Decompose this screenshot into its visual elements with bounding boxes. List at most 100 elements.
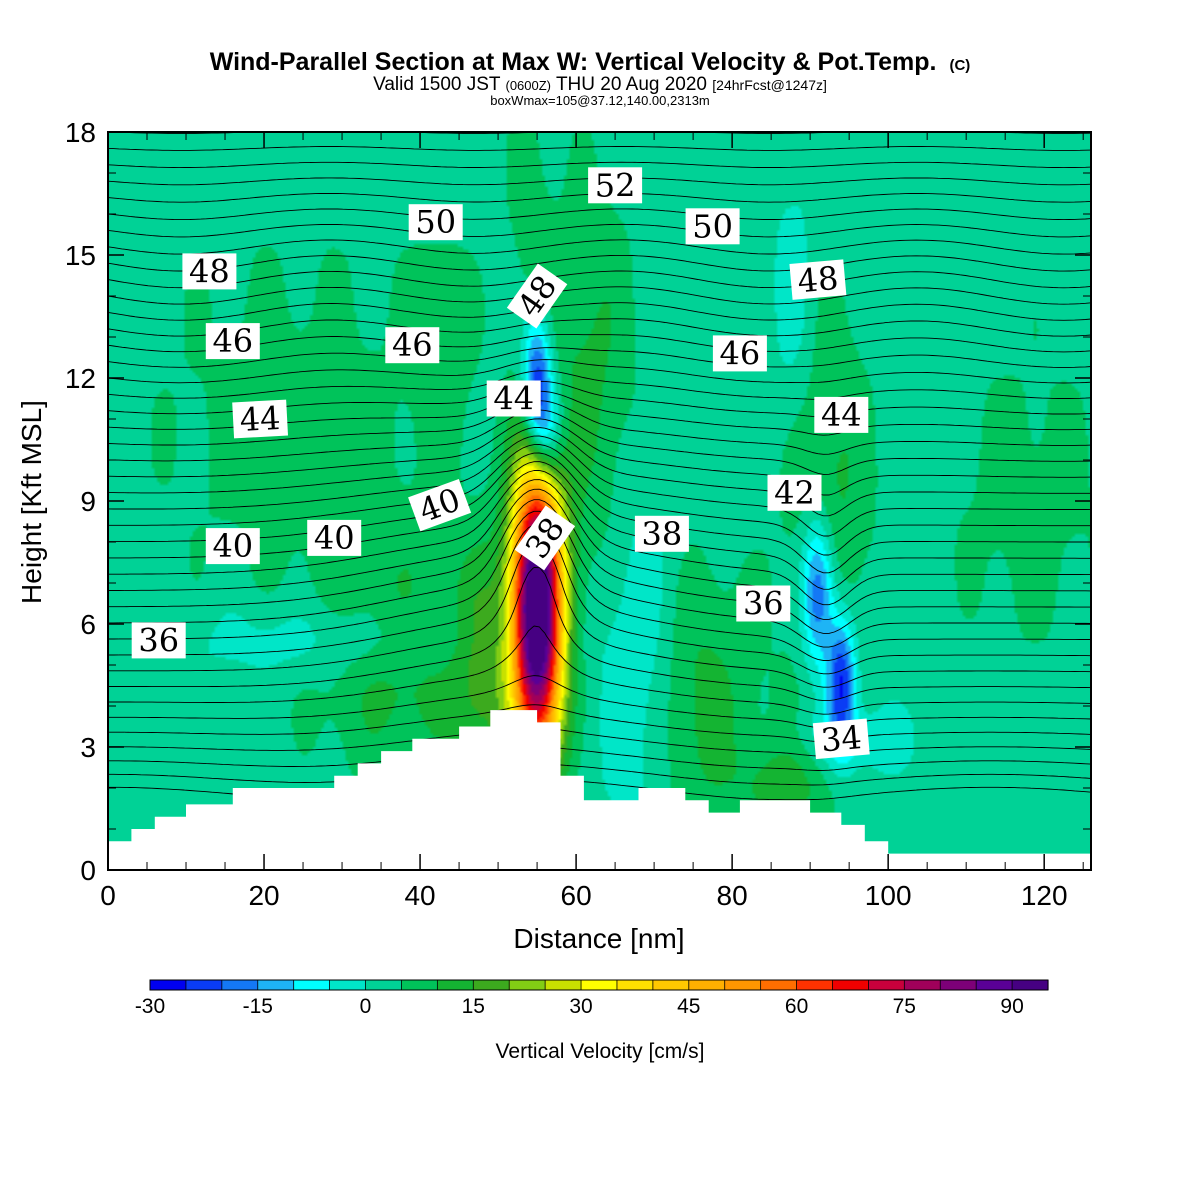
vertical-velocity-field (108, 132, 1091, 870)
colorbar-swatch (545, 980, 582, 990)
colorbar-swatch (904, 980, 941, 990)
colorbar-swatch (221, 980, 259, 990)
colorbar-swatch (1012, 980, 1049, 990)
theta-label-text: 44 (239, 399, 282, 439)
theta-label: 36 (736, 585, 791, 623)
theta-contour (108, 625, 1092, 715)
colorbar-swatch (581, 980, 618, 990)
theta-label: 50 (685, 207, 740, 245)
theta-label-text: 46 (212, 322, 253, 360)
subtitle-valid: Valid 1500 JST (373, 74, 501, 95)
theta-label: 48 (182, 252, 237, 290)
x-tick-label: 80 (717, 880, 748, 911)
terrain-profile (108, 710, 1091, 870)
theta-label: 44 (232, 399, 289, 439)
x-axis-label: Distance [nm] (513, 923, 684, 954)
theta-label: 46 (712, 334, 767, 372)
theta-label-text: 38 (642, 515, 683, 553)
theta-label-box (767, 474, 822, 511)
theta-label-text: 46 (720, 334, 761, 372)
theta-label: 46 (385, 326, 440, 364)
theta-label-text: 52 (595, 166, 636, 204)
colorbar-swatch (688, 980, 726, 990)
theta-label-box (307, 519, 362, 556)
theta-contour (107, 400, 1092, 455)
colorbar-swatch (185, 980, 223, 990)
colorbar-swatch (257, 980, 295, 990)
theta-contour (108, 566, 1092, 702)
colorbar-swatch (724, 980, 762, 990)
chart-title: Wind-Parallel Section at Max W: Vertical… (210, 48, 971, 76)
x-tick-label: 40 (404, 880, 435, 911)
theta-label-box (789, 259, 847, 300)
y-tick-label: 12 (65, 363, 96, 394)
theta-label-text: 44 (493, 380, 534, 418)
theta-contour (107, 370, 1092, 400)
theta-label-box (506, 263, 568, 329)
theta-label-text: 36 (743, 585, 784, 623)
theta-label-box (182, 253, 237, 290)
theta-label-text: 50 (415, 203, 456, 241)
theta-contour (107, 146, 1092, 151)
colorbar-swatch (832, 980, 869, 990)
theta-label: 48 (789, 259, 847, 300)
theta-label-box (408, 478, 472, 532)
theta-contour (107, 239, 1092, 255)
colorbar-swatch (437, 980, 474, 990)
theta-contour (107, 161, 1092, 169)
x-tick-label: 20 (248, 880, 279, 911)
theta-label: 52 (588, 166, 643, 204)
y-axis-label: Height [Kft MSL] (16, 400, 47, 604)
theta-label-box (205, 323, 260, 360)
y-tick-label: 3 (80, 732, 96, 763)
theta-label-box (634, 515, 689, 552)
theta-label-text: 34 (819, 718, 863, 759)
colorbar-tick-label: 0 (360, 995, 372, 1018)
theta-contour (107, 347, 1092, 368)
theta-contour (108, 469, 1091, 606)
theta-label-text: 48 (189, 252, 230, 290)
theta-label-box (736, 585, 791, 622)
theta-label-text: 44 (821, 396, 862, 434)
colorbar-swatch (293, 980, 331, 990)
theta-label-box (514, 505, 576, 571)
theta-label-box (486, 380, 541, 417)
theta-label: 36 (131, 621, 186, 659)
theta-label: 40 (205, 527, 260, 565)
title-copyright: (C) (949, 57, 970, 74)
theta-label: 44 (486, 380, 541, 418)
chart-subtitle: Valid 1500 JST (0600Z) THU 20 Aug 2020 [… (373, 74, 827, 95)
x-tick-label: 120 (1021, 880, 1068, 911)
colorbar-tick-label: 90 (1000, 995, 1023, 1018)
theta-label-text: 48 (796, 259, 840, 300)
theta-label-text: 46 (392, 326, 433, 364)
colorbar-swatch (760, 980, 798, 990)
colorbar-tick-label: 30 (569, 995, 592, 1018)
theta-label: 44 (814, 396, 869, 434)
colorbar-swatch (868, 980, 905, 990)
colorbar-tick-label: -15 (243, 995, 273, 1018)
colorbar-swatch (652, 980, 690, 990)
theta-label-text: 42 (774, 474, 815, 512)
y-tick-label: 0 (80, 855, 96, 886)
colorbar-swatch (509, 980, 546, 990)
theta-label-box (205, 528, 260, 565)
theta-contour (107, 409, 1092, 475)
x-tick-label: 100 (865, 880, 912, 911)
theta-label-box (232, 399, 289, 439)
theta-label-text: 40 (314, 519, 355, 557)
colorbar-tick-label: -30 (135, 995, 165, 1018)
theta-label: 40 (307, 519, 362, 557)
subtitle-date: THU 20 Aug 2020 (556, 74, 707, 95)
theta-label: 42 (767, 474, 822, 512)
colorbar-tick-label: 75 (893, 995, 916, 1018)
colorbar-swatch (976, 980, 1013, 990)
colorbar-tick-label: 45 (677, 995, 700, 1018)
colorbar-swatch (473, 980, 510, 990)
theta-label-box (588, 167, 643, 204)
theta-label-box (812, 718, 870, 760)
colorbar-swatch (150, 980, 187, 990)
